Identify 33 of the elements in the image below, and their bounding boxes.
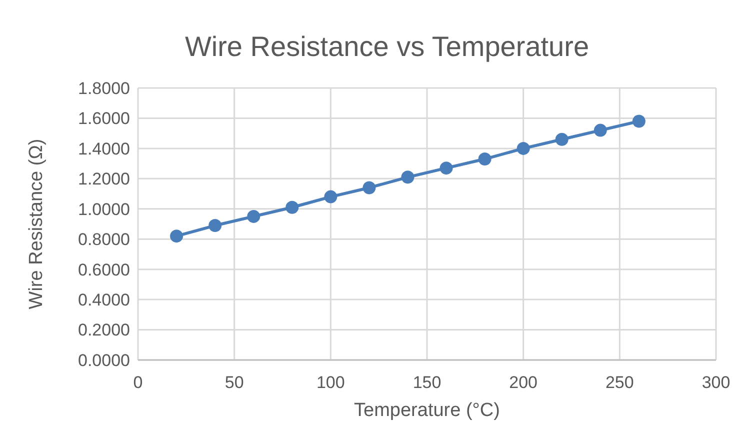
point <box>555 132 568 146</box>
y-tick-label: 0.2000 <box>78 320 130 340</box>
y-axis-title: Wire Resistance (Ω) <box>26 138 47 310</box>
y-tick-label: 0.4000 <box>78 290 130 310</box>
x-tick-label: 100 <box>316 373 345 392</box>
point <box>324 190 338 204</box>
point <box>594 124 607 137</box>
point <box>516 142 530 155</box>
point <box>208 219 222 232</box>
point <box>401 170 414 184</box>
point <box>170 230 184 243</box>
point <box>286 200 299 214</box>
x-tick-label: 250 <box>605 373 634 392</box>
x-tick-label: 50 <box>224 373 244 392</box>
y-tick-label: 0.6000 <box>78 260 130 280</box>
x-tick-label: 200 <box>509 373 538 392</box>
chart-title: Wire Resistance vs Temperature <box>184 31 590 62</box>
x-tick-label: 300 <box>702 373 730 392</box>
y-tick-label: 0.0000 <box>78 350 130 370</box>
y-tick-label: 1.8000 <box>78 78 130 98</box>
x-tick-label: 150 <box>412 373 442 392</box>
x-tick-label: 0 <box>133 373 143 392</box>
x-axis-title: Temperature (°C) <box>354 400 500 421</box>
y-tick-label: 1.4000 <box>78 139 130 158</box>
point <box>362 181 376 194</box>
point <box>478 152 492 166</box>
point <box>247 210 260 223</box>
y-tick-label: 1.6000 <box>78 109 130 128</box>
y-tick-label: 1.0000 <box>78 200 130 219</box>
y-tick-label: 1.2000 <box>78 170 130 189</box>
point <box>440 162 453 175</box>
point <box>632 114 646 128</box>
y-tick-label: 0.8000 <box>78 230 130 250</box>
